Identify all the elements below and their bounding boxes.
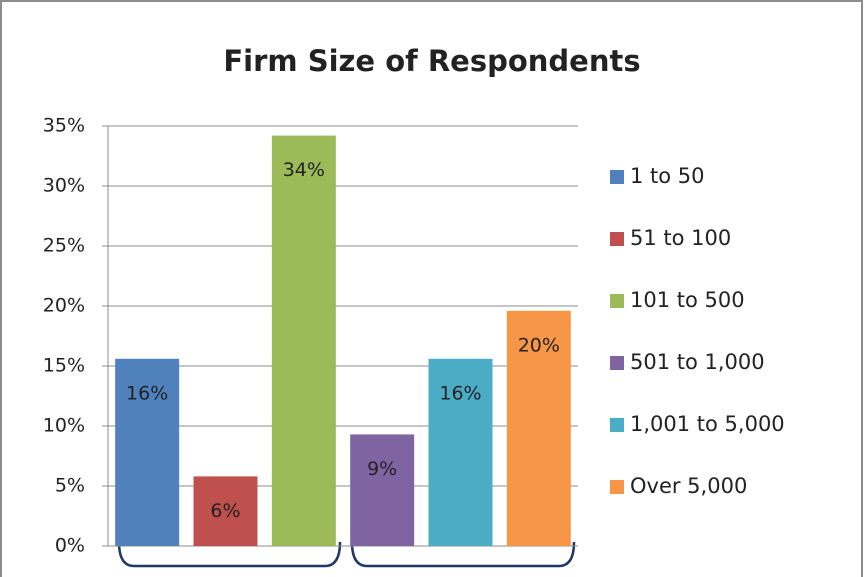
bracket (350, 541, 576, 568)
legend-swatch (610, 294, 624, 308)
legend-label: 1,001 to 5,000 (630, 412, 785, 436)
chart-title: Firm Size of Respondents (223, 44, 640, 78)
data-label: 16% (126, 382, 168, 404)
legend-swatch (610, 170, 624, 184)
legend-swatch (610, 232, 624, 246)
bar (193, 476, 258, 546)
data-label: 34% (283, 159, 325, 181)
data-label: 6% (210, 500, 240, 522)
y-tick-label: 15% (43, 355, 85, 377)
legend-label: Over 5,000 (630, 474, 747, 498)
legend-swatch (610, 418, 624, 432)
y-tick-label: 5% (55, 475, 85, 497)
bracket (117, 541, 342, 568)
legend-label: 51 to 100 (630, 226, 731, 250)
data-label: 20% (518, 334, 560, 356)
y-tick-label: 30% (43, 175, 85, 197)
bar (506, 310, 571, 546)
bar (115, 358, 180, 546)
y-tick-label: 20% (43, 295, 85, 317)
bar (428, 358, 493, 546)
y-tick-label: 35% (43, 115, 85, 137)
legend-label: 1 to 50 (630, 164, 705, 188)
bar (271, 135, 336, 546)
legend-swatch (610, 356, 624, 370)
y-tick-label: 10% (43, 415, 85, 437)
data-label: 9% (367, 458, 397, 480)
legend-label: 101 to 500 (630, 288, 745, 312)
legend-swatch (610, 480, 624, 494)
data-label: 16% (439, 382, 481, 404)
y-tick-label: 25% (43, 235, 85, 257)
legend-label: 501 to 1,000 (630, 350, 765, 374)
bar (350, 434, 415, 546)
y-tick-label: 0% (55, 535, 85, 557)
